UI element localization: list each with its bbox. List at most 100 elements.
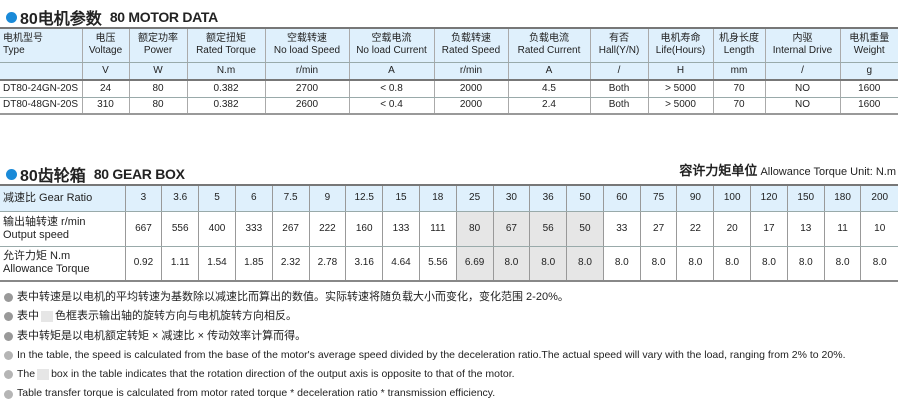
unit-cell: / xyxy=(764,61,841,81)
header-en: Rated Speed xyxy=(441,45,501,57)
gear-cell: 56 xyxy=(529,210,568,247)
gear-row-speeds: 输出轴转速 r/min Output speed 667 556 400 333 267 22… xyxy=(0,210,898,247)
header-cn: 额定扭矩 xyxy=(206,33,246,45)
gear-cell: 2.32 xyxy=(271,245,310,282)
gear-cell: 160 xyxy=(345,210,384,247)
gear-cell: 18 xyxy=(418,184,457,212)
gear-cell: 50 xyxy=(566,184,604,212)
gear-section-title: 80齿轮箱 80 GEAR BOX xyxy=(6,162,185,186)
note-text: In the table, the speed is calculated fr… xyxy=(17,348,846,361)
header-cn: 电机重量 xyxy=(849,33,890,45)
gear-cell: 200 xyxy=(860,184,898,212)
header-cn: 空载电流 xyxy=(371,33,412,45)
data-cell: 80 xyxy=(128,96,188,115)
header-en: Life(Hours) xyxy=(655,45,706,57)
gear-cell: 7.5 xyxy=(271,184,310,212)
notes-list: 表中转速是以电机的平均转速为基数除以减速比而算出的数值。实际转速将随负载大小而变… xyxy=(4,288,846,404)
gear-cell: 3.16 xyxy=(345,245,384,282)
header-cell: 额定功率 Power xyxy=(128,27,188,63)
note-item: 表中转速是以电机的平均转速为基数除以减速比而算出的数值。实际转速将随负载大小而变… xyxy=(4,288,846,307)
data-cell: DT80-48GN-20S xyxy=(0,96,83,115)
row-label-line2: Allowance Torque xyxy=(3,263,90,276)
bullet-icon xyxy=(4,312,13,322)
note-item: Table transfer torque is calculated from… xyxy=(4,384,846,403)
gear-cell: 6.69 xyxy=(455,245,494,282)
gear-cell: 30 xyxy=(492,184,531,212)
gear-cell: 8.0 xyxy=(786,245,825,282)
unit-cell: N.m xyxy=(186,61,266,81)
gear-cell: 75 xyxy=(639,184,678,212)
gear-cell: 5.56 xyxy=(418,245,457,282)
gear-row-ratios: 减速比 Gear Ratio 3 3.6 5 6 7.5 9 12.5 15 18 25 30 36 50… xyxy=(0,184,898,212)
data-cell: 1600 xyxy=(839,96,898,115)
data-cell: < 0.4 xyxy=(348,96,435,115)
row-label: 允许力矩 N.m Allowance Torque xyxy=(0,245,126,282)
data-cell: DT80-24GN-20S xyxy=(0,79,83,98)
gear-cell: 3 xyxy=(124,184,163,212)
unit-cell xyxy=(0,61,83,81)
unit-cell: A xyxy=(348,61,435,81)
header-en: Rated Torque xyxy=(196,45,256,57)
title-cn: 80电机参数 xyxy=(20,11,102,28)
gear-box-table: 减速比 Gear Ratio 3 3.6 5 6 7.5 9 12.5 15 18 25 30 36 50… xyxy=(0,184,898,282)
gear-cell: 1.85 xyxy=(234,245,273,282)
gear-cell: 556 xyxy=(161,210,200,247)
data-cell: 24 xyxy=(81,79,130,98)
gear-cell: 67 xyxy=(492,210,531,247)
data-cell: 1600 xyxy=(839,79,898,98)
note-text-cont: 色框表示输出轴的旋转方向与电机旋转方向相反。 xyxy=(55,310,297,323)
header-cn: 负载电流 xyxy=(529,33,569,45)
header-cell: 内驱 Internal Drive xyxy=(764,27,841,63)
header-en: Type xyxy=(3,45,25,57)
header-cell: 电机型号 Type xyxy=(0,27,83,63)
gear-cell: 13 xyxy=(786,210,825,247)
data-cell: > 5000 xyxy=(647,79,714,98)
gear-cell: 133 xyxy=(382,210,420,247)
note-text: 表中 xyxy=(17,310,39,323)
gray-box-swatch xyxy=(37,369,50,381)
gear-cell: 6 xyxy=(234,184,273,212)
gear-cell: 8.0 xyxy=(676,245,715,282)
data-cell: > 5000 xyxy=(647,96,714,115)
unit-cn: 容许力矩单位 xyxy=(679,163,758,178)
gear-cell: 8.0 xyxy=(602,245,641,282)
data-cell: < 0.8 xyxy=(348,79,435,98)
note-text: Table transfer torque is calculated from… xyxy=(17,387,496,400)
header-en: No load Speed xyxy=(273,45,341,57)
title-en: 80 GEAR BOX xyxy=(93,166,185,182)
unit-cell: W xyxy=(128,61,188,81)
gear-cell: 120 xyxy=(750,184,788,212)
gear-cell: 8.0 xyxy=(860,245,898,282)
header-cn: 有否 xyxy=(609,33,629,45)
gear-cell: 1.54 xyxy=(198,245,236,282)
gear-cell: 8.0 xyxy=(529,245,568,282)
header-cell: 负载转速 Rated Speed xyxy=(433,27,509,63)
bullet-icon xyxy=(6,168,17,180)
data-cell: 2.4 xyxy=(507,96,591,115)
gear-cell: 8.0 xyxy=(639,245,678,282)
header-cn: 额定功率 xyxy=(138,33,178,45)
gear-cell: 50 xyxy=(566,210,604,247)
motor-data-table: 电机型号 Type 电压 Voltage 额定功率 Power 额定扭矩 Rated Torq… xyxy=(0,27,898,115)
header-en: Internal Drive xyxy=(772,45,833,57)
data-cell: 2600 xyxy=(264,96,350,115)
data-cell: 70 xyxy=(712,96,766,115)
header-cn: 机身长度 xyxy=(719,33,759,45)
unit-cell: r/min xyxy=(264,61,350,81)
header-en: No load Current xyxy=(356,45,427,57)
gear-cell: 150 xyxy=(786,184,825,212)
unit-cell: V xyxy=(81,61,130,81)
unit-cell: / xyxy=(589,61,649,81)
gear-cell: 8.0 xyxy=(713,245,752,282)
note-item: 表中 色框表示输出轴的旋转方向与电机旋转方向相反。 xyxy=(4,307,846,326)
note-text: 表中转速是以电机的平均转速为基数除以减速比而算出的数值。实际转速将随负载大小而变… xyxy=(17,291,569,303)
gear-cell: 80 xyxy=(455,210,494,247)
header-cell: 空载电流 No load Current xyxy=(348,27,435,63)
gear-cell: 27 xyxy=(639,210,678,247)
gear-cell: 8.0 xyxy=(750,245,788,282)
gear-cell: 0.92 xyxy=(124,245,163,282)
header-en: Hall(Y/N) xyxy=(598,45,640,57)
gear-cell: 111 xyxy=(418,210,457,247)
gear-cell: 222 xyxy=(308,210,347,247)
row-label-line1: 允许力矩 N.m xyxy=(3,250,71,263)
